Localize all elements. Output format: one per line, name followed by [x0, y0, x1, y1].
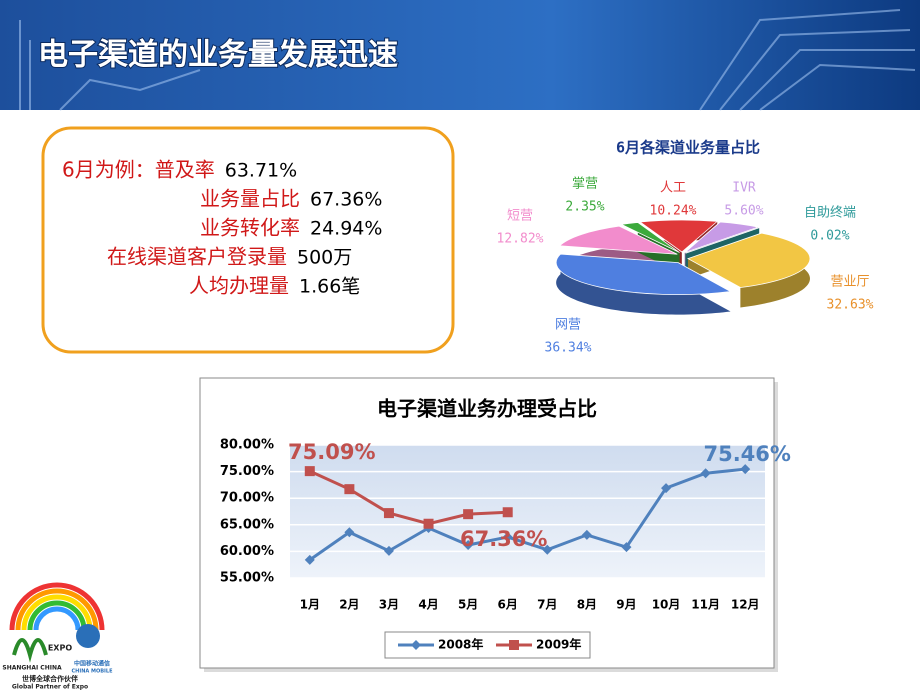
- series-line: [309, 469, 508, 526]
- point-marker: [423, 518, 434, 529]
- point-marker: [383, 545, 394, 556]
- slice-value-label: 36.34%: [545, 341, 592, 356]
- pie-slice: [685, 227, 761, 254]
- slice-label: 自助终端: [804, 205, 856, 221]
- info-value: 63.71%: [225, 160, 297, 182]
- legend-label: 2008年: [438, 637, 483, 652]
- point-marker: [502, 532, 513, 543]
- slice-value-label: 10.24%: [650, 204, 697, 219]
- chart-title: 电子渠道业务办理受占比: [377, 397, 597, 421]
- x-tick-label: 11月: [691, 598, 720, 612]
- legend-marker: [411, 640, 421, 650]
- x-tick-label: 7月: [537, 598, 557, 612]
- slice-value-label: 32.63%: [827, 298, 874, 313]
- info-label: 在线渠道客户登录量: [107, 245, 287, 269]
- x-tick-label: 8月: [577, 598, 597, 612]
- legend-label: 2009年: [536, 637, 581, 652]
- data-label: 75.09%: [288, 440, 375, 464]
- slide-title: 电子渠道的业务量发展迅速: [38, 38, 398, 73]
- logo-text: CHINA MOBILE: [71, 669, 113, 675]
- pie-slice: [686, 232, 811, 288]
- point-marker: [700, 468, 711, 479]
- x-tick-label: 3月: [379, 598, 399, 612]
- slice-value-label: 2.35%: [565, 200, 604, 215]
- point-marker: [661, 483, 672, 494]
- point-marker: [383, 508, 394, 519]
- y-tick-label: 55.00%: [220, 571, 274, 586]
- slice-value-label: 0.02%: [810, 229, 849, 244]
- chart-title: 6月各渠道业务量占比: [616, 139, 760, 157]
- header-banner: [0, 0, 920, 110]
- info-value: 24.94%: [310, 218, 382, 240]
- info-value: 67.36%: [310, 189, 382, 211]
- pie-slice: [558, 225, 678, 255]
- slice-label: IVR: [732, 181, 756, 196]
- logo-text: Global Partner of Expo: [12, 684, 88, 690]
- point-marker: [621, 542, 632, 553]
- x-tick-label: 4月: [418, 598, 438, 612]
- point-marker: [463, 540, 474, 551]
- info-value: 500万: [297, 247, 352, 269]
- data-label: 67.36%: [460, 527, 547, 551]
- slice-label: 人工: [660, 181, 686, 196]
- x-tick-label: 6月: [498, 598, 518, 612]
- pie-slice: [555, 253, 732, 295]
- point-marker: [304, 554, 315, 565]
- x-tick-label: 5月: [458, 598, 478, 612]
- point-marker: [542, 544, 553, 555]
- pie-slice: [639, 219, 719, 253]
- slice-label: 网营: [555, 318, 581, 333]
- info-label: 业务转化率: [200, 216, 300, 240]
- plot-area: [290, 445, 765, 578]
- slice-label: 营业厅: [830, 275, 869, 290]
- x-tick-label: 9月: [616, 598, 636, 612]
- point-marker: [344, 527, 355, 538]
- point-marker: [344, 484, 355, 495]
- point-marker: [581, 529, 592, 540]
- pie-slice: [684, 221, 760, 254]
- slice-value-label: 12.82%: [497, 232, 544, 247]
- info-value: 1.66笔: [299, 276, 360, 298]
- slice-label: 短营: [507, 209, 533, 224]
- info-box: [41, 126, 455, 354]
- logo-text: 世博全球合作伙伴: [22, 674, 78, 683]
- info-label: 6月为例：普及率: [62, 158, 215, 182]
- logo-text: 中国移动通信: [74, 660, 110, 668]
- series-line: [308, 467, 746, 562]
- x-tick-label: 12月: [731, 598, 760, 612]
- legend-marker: [509, 640, 519, 650]
- y-tick-label: 65.00%: [220, 517, 274, 532]
- y-tick-label: 75.00%: [220, 464, 274, 479]
- y-tick-label: 70.00%: [220, 491, 274, 506]
- point-marker: [740, 464, 751, 475]
- slice-value-label: 5.60%: [724, 204, 763, 219]
- logo-text: SHANGHAI CHINA: [2, 665, 62, 672]
- y-tick-label: 80.00%: [220, 438, 274, 453]
- info-label: 人均办理量: [189, 274, 289, 298]
- data-label: 75.46%: [703, 442, 790, 466]
- slice-label: 掌营: [572, 177, 598, 192]
- expo-logo: [9, 582, 105, 663]
- info-label: 业务量占比: [200, 187, 300, 211]
- x-tick-label: 1月: [300, 598, 320, 612]
- point-marker: [463, 509, 474, 520]
- point-marker: [502, 507, 513, 518]
- pie-slice: [620, 222, 680, 253]
- banner-decor: [19, 9, 916, 111]
- point-marker: [304, 466, 315, 477]
- x-tick-label: 10月: [652, 598, 681, 612]
- logo-text: EXPO: [48, 644, 72, 653]
- x-tick-label: 2月: [339, 598, 359, 612]
- y-tick-label: 60.00%: [220, 544, 274, 559]
